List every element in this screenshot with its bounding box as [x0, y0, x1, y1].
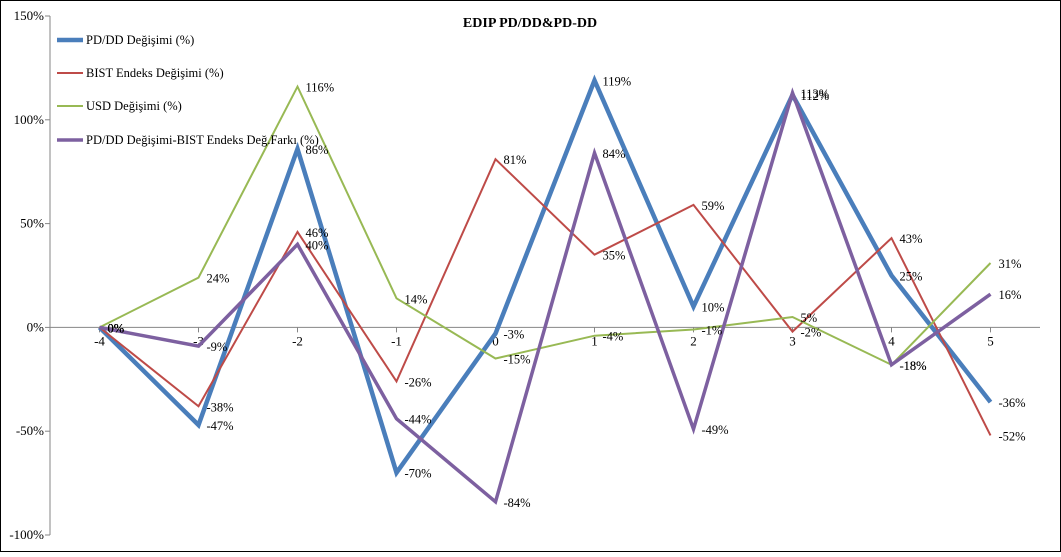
data-label: 119% [603, 74, 632, 88]
chart-title: EDIP PD/DD&PD-DD [463, 16, 597, 31]
data-label: 24% [207, 272, 230, 286]
data-label: 81% [504, 153, 527, 167]
x-tick-label: -2 [292, 333, 303, 348]
x-tick-label: 2 [690, 333, 697, 348]
legend: PD/DD Değişimi (%) BIST Endeks Değişimi (… [57, 33, 319, 147]
x-tick-label: 5 [987, 333, 994, 348]
data-label: 25% [900, 270, 923, 284]
data-label: 40% [306, 238, 329, 252]
data-label: -15% [504, 353, 531, 367]
x-tick-label: -4 [94, 333, 105, 348]
data-label: 0% [108, 321, 125, 335]
data-label: 113% [801, 87, 830, 101]
series-line-4 [99, 87, 992, 505]
data-label: -44% [405, 413, 432, 427]
data-label: -9% [207, 340, 228, 354]
data-label: -3% [504, 328, 525, 342]
data-label: 5% [801, 311, 818, 325]
y-tick-label: 50% [20, 216, 44, 231]
legend-entry-4: PD/DD Değişimi-BIST Endeks Değ.Farkı (%) [86, 133, 319, 147]
data-label: 14% [405, 292, 428, 306]
data-label: -2% [801, 326, 822, 340]
data-label: 31% [999, 257, 1022, 271]
data-label: 116% [306, 81, 335, 95]
data-label: -47% [207, 419, 234, 433]
data-label: 43% [900, 232, 923, 246]
data-label: 86% [306, 143, 329, 157]
data-label: -84% [504, 496, 531, 510]
data-labels: 0%-47%86%-70%-3%119%10%112%25%-36%0%-38%… [108, 74, 1026, 509]
y-tick-label: -50% [16, 423, 44, 438]
x-tick-label: -3 [193, 333, 204, 348]
series-layer [97, 74, 993, 505]
data-label: -26% [405, 375, 432, 389]
data-label: 10% [702, 301, 725, 315]
data-label: -4% [603, 330, 624, 344]
legend-entry-2: BIST Endeks Değişimi (%) [86, 66, 224, 80]
x-tick-label: 1 [591, 333, 598, 348]
series-line-2 [98, 157, 992, 436]
data-label: -18% [900, 359, 927, 373]
data-label: -36% [999, 396, 1026, 410]
legend-entry-1: PD/DD Değişimi (%) [86, 33, 194, 47]
data-label: 0% [108, 321, 125, 335]
data-label: -1% [702, 323, 723, 337]
data-label: 16% [999, 288, 1022, 302]
data-label: -49% [702, 423, 729, 437]
y-tick-label: -100% [9, 527, 44, 542]
data-label: 0% [108, 321, 125, 335]
y-tick-label: 100% [14, 112, 45, 127]
x-tick-label: 0 [492, 333, 499, 348]
x-tick-label: -1 [391, 333, 402, 348]
legend-entry-3: USD Değişimi (%) [86, 99, 182, 113]
data-label: -38% [207, 400, 234, 414]
data-label: 112% [801, 89, 830, 103]
series-line-3 [99, 84, 992, 367]
data-label: -70% [405, 467, 432, 481]
data-label: 35% [603, 249, 626, 263]
y-tick-label: 0% [27, 319, 45, 334]
x-tick-label: 4 [888, 333, 895, 348]
data-label: 0% [108, 321, 125, 335]
data-label: 59% [702, 199, 725, 213]
y-tick-label: 150% [14, 8, 45, 23]
x-tick-label: 3 [789, 333, 796, 348]
data-label: -52% [999, 429, 1026, 443]
data-label: 46% [306, 226, 329, 240]
data-label: 84% [603, 147, 626, 161]
data-label: -18% [900, 359, 927, 373]
